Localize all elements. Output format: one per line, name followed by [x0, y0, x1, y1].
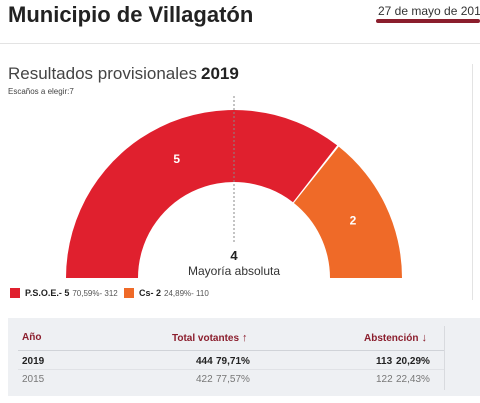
election-date: 27 de mayo de 2019, — [378, 4, 480, 18]
majority-seat-count: 4 — [230, 248, 238, 263]
sort-up-arrow-icon: ↑ — [242, 332, 248, 344]
turnout-table: Año Total votantes ↑ Abstención ↓ 2019 444… — [8, 318, 480, 396]
sort-down-arrow-icon: ↓ — [421, 332, 427, 344]
header-divider — [0, 43, 480, 44]
side-divider — [472, 64, 473, 300]
table-row: 2019 444 79,71% 113 20,29% — [8, 356, 480, 370]
table-row: 2015 422 77,57% 122 22,43% — [8, 374, 480, 388]
arc-segment-psoe[interactable] — [66, 110, 338, 279]
table-divider — [444, 326, 445, 390]
municipality-header: Municipio de Villagatón 27 de mayo de 20… — [0, 0, 480, 44]
majority-label: Mayoría absoluta — [187, 264, 281, 278]
row-year: 2015 — [22, 374, 45, 385]
column-header-abstention[interactable]: Abstención ↓ — [364, 332, 427, 344]
seats-to-elect: Escaños a elegir:7 — [8, 87, 74, 96]
column-header-total-votes[interactable]: Total votantes ↑ — [172, 332, 248, 344]
hemicycle-labels: 52 — [173, 152, 356, 228]
legend-swatch-psoe — [10, 288, 20, 298]
legend-detail-psoe: 70,59%- 312 — [72, 288, 118, 298]
row-votes-pct: 79,71% — [216, 356, 250, 367]
total-votes-label: Total votantes — [172, 333, 240, 344]
legend-detail-cs: 24,89%- 110 — [164, 288, 209, 298]
seat-label-cs: 2 — [350, 214, 357, 228]
column-header-year[interactable]: Año — [22, 332, 42, 343]
legend-swatch-cs — [124, 288, 134, 298]
row-divider — [18, 369, 444, 370]
legend-item-cs: Cs- 2 24,89%- 110 — [124, 288, 209, 298]
seat-label-psoe: 5 — [173, 152, 180, 166]
abstention-label: Abstención — [364, 333, 419, 344]
date-underline — [376, 19, 480, 23]
row-votes: 422 — [196, 374, 213, 385]
results-year: 2019 — [201, 64, 239, 83]
municipality-title: Municipio de Villagatón — [8, 2, 254, 27]
legend-item-psoe: P.S.O.E.- 5 70,59%- 312 — [10, 288, 118, 298]
row-abstention-pct: 22,43% — [396, 374, 430, 385]
row-year: 2019 — [22, 356, 45, 367]
row-abstention-pct: 20,29% — [396, 356, 430, 367]
legend-name-psoe: P.S.O.E.- 5 — [25, 288, 70, 298]
results-panel: Resultados provisionales 2019 Escaños a e… — [0, 44, 480, 312]
row-abstention: 122 — [376, 374, 393, 385]
row-votes-pct: 77,57% — [216, 374, 250, 385]
header-rule — [18, 350, 444, 351]
hemicycle-arcs — [66, 110, 402, 279]
row-votes: 444 — [196, 356, 213, 367]
results-title-text: Resultados provisionales — [8, 64, 197, 83]
arc-segment-cs[interactable] — [293, 146, 402, 278]
seat-hemicycle-chart: 52 — [66, 96, 402, 279]
row-abstention: 113 — [376, 356, 393, 367]
results-title: Resultados provisionales 2019 — [8, 64, 239, 84]
legend-name-cs: Cs- 2 — [139, 288, 162, 298]
